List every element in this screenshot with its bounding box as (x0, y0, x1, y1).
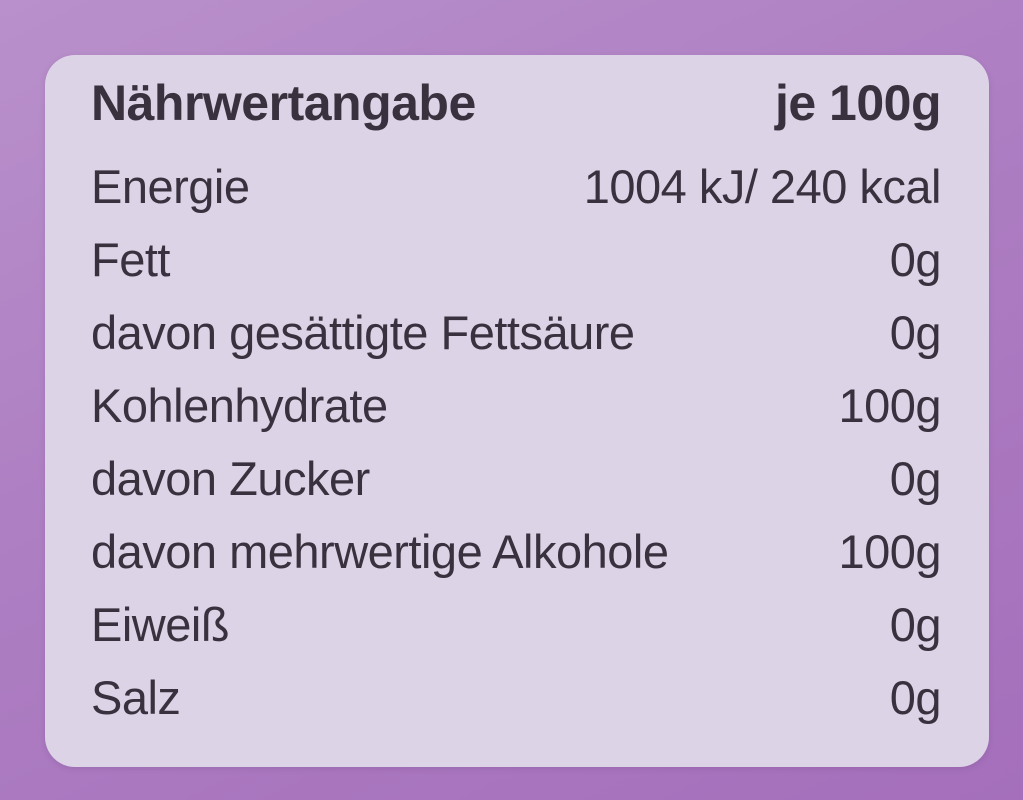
nutrition-rows: Energie 1004 kJ/ 240 kcal Fett 0g davon … (91, 159, 942, 743)
table-row: Eiweiß 0g (91, 597, 942, 670)
nutrient-name: Fett (91, 232, 170, 286)
table-row: Kohlenhydrate 100g (91, 378, 941, 451)
nutrient-value: 100g (838, 524, 941, 578)
serving-unit-header: je 100g (774, 75, 942, 131)
table-row: Energie 1004 kJ/ 240 kcal (91, 159, 942, 232)
nutrient-value: 100g (838, 378, 941, 432)
nutrient-name: Eiweiß (91, 597, 230, 651)
nutrient-name: davon gesättigte Fettsäure (91, 305, 635, 359)
nutrient-value: 0g (889, 597, 942, 651)
nutrient-name: davon Zucker (91, 451, 370, 505)
table-row: Fett 0g (91, 232, 942, 305)
nutrition-facts-label: Nährwertangabe je 100g Energie 1004 kJ/ … (45, 55, 989, 767)
table-row: davon Zucker 0g (91, 451, 942, 524)
nutrient-value: 0g (889, 305, 942, 359)
table-row: davon mehrwertige Alkohole 100g (91, 524, 941, 597)
nutrient-value: 1004 kJ/ 240 kcal (583, 159, 942, 213)
nutrient-name: Kohlenhydrate (91, 378, 388, 432)
nutrition-label-header: Nährwertangabe je 100g (91, 69, 942, 133)
nutrition-label-title: Nährwertangabe (91, 75, 476, 131)
nutrient-value: 0g (889, 451, 942, 505)
nutrient-name: davon mehrwertige Alkohole (91, 524, 669, 578)
nutrient-name: Salz (91, 670, 181, 724)
table-row: Salz 0g (91, 670, 942, 743)
nutrient-value: 0g (889, 670, 942, 724)
nutrient-value: 0g (889, 232, 942, 286)
table-row: davon gesättigte Fettsäure 0g (91, 305, 942, 378)
nutrient-name: Energie (91, 159, 250, 213)
